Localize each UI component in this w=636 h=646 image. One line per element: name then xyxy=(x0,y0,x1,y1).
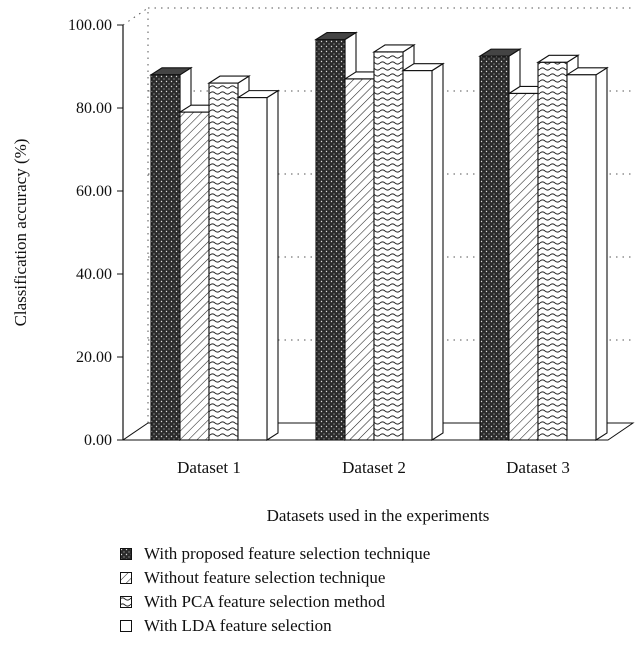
bar-side xyxy=(266,89,279,442)
legend-label: With PCA feature selection method xyxy=(144,592,386,611)
legend-label: With LDA feature selection xyxy=(144,616,332,635)
bar-front xyxy=(315,38,346,441)
bar xyxy=(401,62,445,442)
x-axis-title: Datasets used in the experiments xyxy=(267,506,490,525)
y-tick-label: 40.00 xyxy=(76,266,112,283)
bar-front xyxy=(508,92,539,441)
legend: With proposed feature selection techniqu… xyxy=(120,542,430,638)
bar-front xyxy=(479,55,510,441)
bar xyxy=(565,66,609,442)
bar-front xyxy=(566,74,597,441)
x-tick-label: Dataset 2 xyxy=(342,458,406,477)
legend-item: With PCA feature selection method xyxy=(120,590,430,614)
legend-item: With proposed feature selection techniqu… xyxy=(120,542,430,566)
legend-label: With proposed feature selection techniqu… xyxy=(144,544,431,563)
legend-item: With LDA feature selection xyxy=(120,614,430,638)
legend-swatch-icon xyxy=(120,596,132,608)
bar xyxy=(236,89,280,442)
legend-item: Without feature selection technique xyxy=(120,566,430,590)
y-tick-label: 80.00 xyxy=(76,100,112,117)
y-tick-label: 0.00 xyxy=(84,432,112,449)
bar-front xyxy=(237,97,268,441)
x-tick-label: Dataset 3 xyxy=(506,458,570,477)
legend-label: Without feature selection technique xyxy=(144,568,386,587)
legend-swatch-icon xyxy=(120,572,132,584)
bar-front xyxy=(402,70,433,441)
bar-front xyxy=(373,51,404,441)
y-axis-title: Classification accuracy (%) xyxy=(11,139,30,327)
bar-side xyxy=(595,66,608,442)
legend-swatch-icon xyxy=(120,548,132,560)
back-wall-edge xyxy=(122,7,149,26)
legend-swatch-icon xyxy=(120,620,132,632)
y-tick-label: 20.00 xyxy=(76,349,112,366)
bar-chart: 0.00 20.00 40.00 60.00 80.00 100.00 Dataset 1 D… xyxy=(11,7,635,525)
bar-side xyxy=(431,62,444,442)
bar-front xyxy=(537,61,568,441)
y-tick-label: 60.00 xyxy=(76,183,112,200)
x-tick-label: Dataset 1 xyxy=(177,458,241,477)
bar-front xyxy=(208,82,239,441)
bar-front xyxy=(179,111,210,441)
bar-front xyxy=(150,74,181,441)
y-tick-label: 100.00 xyxy=(68,17,112,34)
bar-front xyxy=(344,78,375,441)
